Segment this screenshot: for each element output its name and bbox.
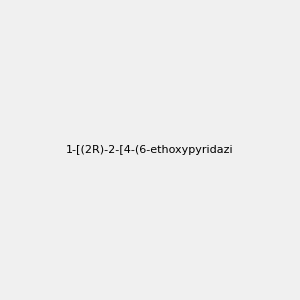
Text: 1-[(2R)-2-[4-(6-ethoxypyridazi: 1-[(2R)-2-[4-(6-ethoxypyridazi [66, 145, 234, 155]
